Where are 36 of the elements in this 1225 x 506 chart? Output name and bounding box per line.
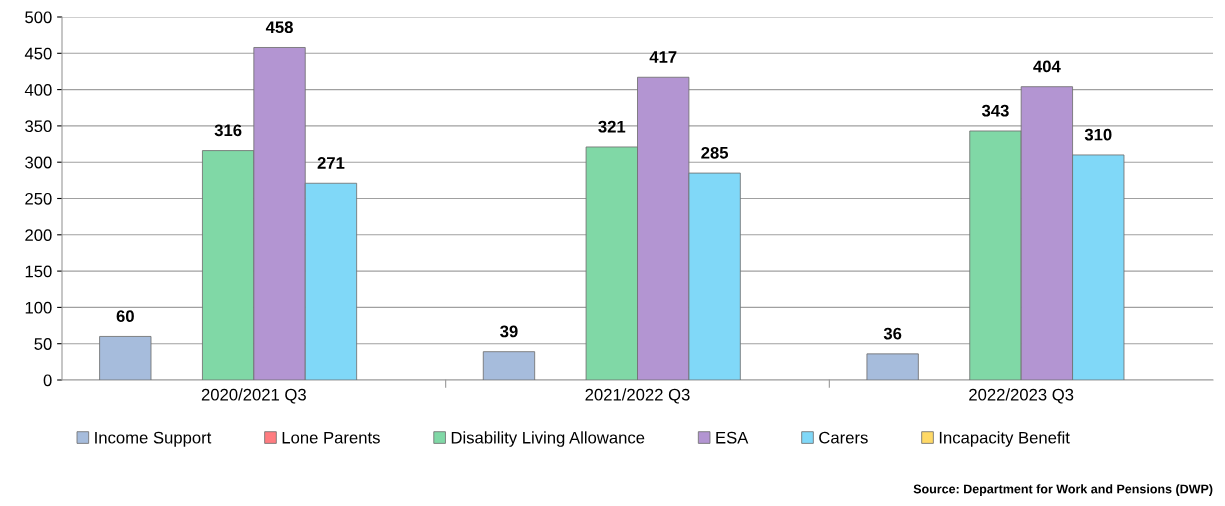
bar	[99, 336, 152, 380]
y-tick-label: 500	[25, 11, 52, 24]
data-label: 271	[317, 157, 345, 169]
legend-label: Income Support	[95, 431, 212, 447]
data-label: 321	[598, 120, 626, 133]
y-tick-label: 200	[25, 229, 52, 241]
source-note: Source: Department for Work and Pensions (DWP)	[913, 484, 1213, 496]
data-label: 60	[116, 310, 134, 323]
y-tick-label: 400	[24, 84, 52, 96]
x-tick-label: 2021/2022 Q3	[585, 388, 690, 404]
legend-label: Disability Living Allowance	[451, 431, 645, 447]
x-tick-label: 2022/2023 Q3	[969, 388, 1074, 404]
legend-label: Lone Parents	[282, 431, 380, 444]
bar	[866, 353, 919, 380]
y-tick-label: 150	[25, 265, 52, 278]
bar	[482, 351, 536, 380]
y-tick-label: 350	[25, 120, 52, 133]
data-label: 310	[1084, 128, 1112, 141]
y-tick-label: 450	[24, 47, 52, 60]
x-tick-label: 2020/2021 Q3	[201, 388, 306, 404]
y-tick-label: 100	[25, 301, 52, 314]
data-label: 404	[1033, 60, 1061, 73]
legend-label: Incapacity Benefit	[939, 431, 1070, 447]
y-tick-label: 0	[43, 374, 52, 387]
data-label: 343	[981, 104, 1009, 117]
data-label: 458	[265, 21, 293, 34]
data-label: 316	[214, 124, 242, 137]
y-tick-label: 250	[25, 192, 52, 205]
y-tick-label: 300	[25, 156, 52, 169]
data-label: 36	[883, 327, 902, 340]
data-label: 285	[701, 146, 729, 159]
legend-label: ESA	[716, 431, 749, 444]
data-label: 417	[649, 51, 677, 63]
legend-label: Carers	[819, 431, 868, 444]
data-label: 39	[500, 325, 518, 338]
y-tick-label: 50	[34, 338, 52, 350]
